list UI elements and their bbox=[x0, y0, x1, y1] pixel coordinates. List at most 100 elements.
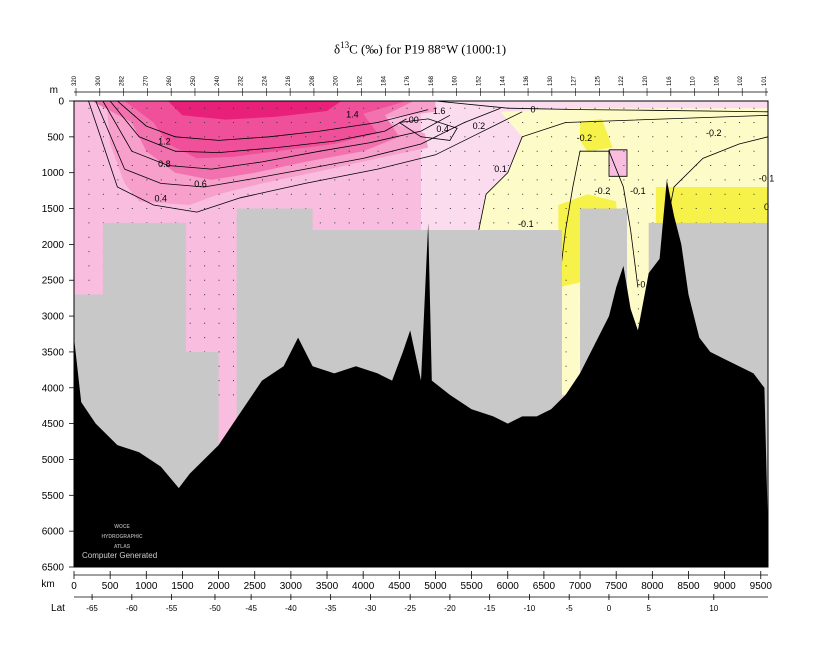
contour-label: 0.1 bbox=[494, 164, 507, 174]
y-tick-label: 2000 bbox=[42, 240, 65, 251]
plot-frame bbox=[73, 100, 769, 568]
x-tick-label: 0 bbox=[71, 581, 77, 592]
x-tick-label: 2500 bbox=[244, 581, 267, 592]
field-0-2-eq bbox=[609, 149, 627, 177]
x-tick-label: 9000 bbox=[714, 581, 737, 592]
station-label: 270 bbox=[143, 75, 149, 86]
x-tick-label: 3500 bbox=[316, 581, 339, 592]
lat-tick-label: -20 bbox=[444, 604, 456, 613]
station-label: 102 bbox=[738, 75, 744, 86]
contour-label: 1.4 bbox=[346, 109, 359, 119]
contour-line-1 bbox=[109, 101, 407, 154]
x-tick-label: 2000 bbox=[207, 581, 230, 592]
contour-line-3 bbox=[95, 101, 501, 188]
contour-label: 0.2 bbox=[473, 121, 486, 131]
x-tick-label: 3000 bbox=[280, 581, 303, 592]
station-label: 320 bbox=[72, 75, 78, 86]
latitude-axis: Lat -65 -60 -55 -50 -45 -40 -35 -30 -25 -20 -15 -10-… bbox=[51, 594, 768, 614]
y-tick-label: 6500 bbox=[42, 563, 65, 574]
lat-tick-label: -30 bbox=[365, 604, 377, 613]
contour-line-6 bbox=[478, 114, 768, 231]
lat-tick-label: -10 bbox=[524, 604, 536, 613]
station-label: 127 bbox=[572, 75, 578, 86]
lat-tick-label: -15 bbox=[484, 604, 496, 613]
x-tick-label: 9500 bbox=[750, 581, 773, 592]
logo-text: WOCE bbox=[114, 524, 130, 530]
station-label: 250 bbox=[191, 75, 197, 86]
contour-label: 0.8 bbox=[158, 159, 171, 169]
station-label: 116 bbox=[667, 76, 673, 86]
lat-axis-label: Lat bbox=[51, 603, 65, 614]
contour-label: 00 bbox=[409, 115, 419, 125]
logo-text: HYDROGRAPHIC bbox=[101, 534, 143, 540]
contour-line-4 bbox=[88, 101, 523, 213]
x-tick-label: 1500 bbox=[171, 581, 194, 592]
lat-tick-label: -55 bbox=[166, 604, 178, 613]
x-tick-label: 7000 bbox=[569, 581, 592, 592]
contour-line-9 bbox=[608, 149, 628, 177]
lat-tick-label: -35 bbox=[325, 604, 337, 613]
station-label: 192 bbox=[358, 75, 364, 86]
contour-label: 0.6 bbox=[194, 179, 207, 189]
station-label: 300 bbox=[96, 75, 102, 86]
contour-label: 1.2 bbox=[158, 137, 171, 147]
station-label: 152 bbox=[476, 75, 482, 86]
contour-label: -0.1 bbox=[630, 186, 646, 196]
contour-label: -0.2 bbox=[577, 133, 593, 143]
contour-label: 0 bbox=[764, 202, 769, 212]
station-label: 101 bbox=[762, 75, 768, 86]
station-label: 240 bbox=[215, 75, 221, 86]
contour-label: 0.4 bbox=[154, 193, 167, 203]
x-tick-label: 7500 bbox=[605, 581, 628, 592]
station-label: 208 bbox=[310, 75, 316, 86]
contour-line-10 bbox=[435, 101, 768, 113]
logo-text: ATLAS bbox=[114, 544, 131, 550]
depth-axis: m0 500 1000 1500 2000 2500 3000 3500 4000 4500 500… bbox=[42, 85, 74, 574]
contour-lines bbox=[88, 101, 768, 288]
lat-tick-label: -25 bbox=[404, 604, 416, 613]
station-label: 282 bbox=[120, 75, 126, 86]
lat-tick-label: 0 bbox=[607, 604, 612, 613]
contour-line-5 bbox=[399, 118, 458, 141]
logo-caption: Computer Generated bbox=[82, 551, 157, 560]
y-tick-label: 3000 bbox=[42, 312, 65, 323]
contour-label: 1.6 bbox=[433, 106, 446, 116]
station-label: 232 bbox=[239, 75, 245, 86]
contour-label: -0.2 bbox=[595, 186, 611, 196]
x-tick-label: 500 bbox=[102, 581, 119, 592]
station-label: 260 bbox=[167, 75, 173, 86]
y-tick-label: 1000 bbox=[42, 168, 65, 179]
lat-tick-label: -65 bbox=[86, 604, 98, 613]
contour-line-7 bbox=[558, 150, 639, 288]
x-tick-label: 6500 bbox=[533, 581, 556, 592]
x-tick-label: 4000 bbox=[352, 581, 375, 592]
y-tick-label: 4500 bbox=[42, 419, 65, 430]
x-tick-label: 6000 bbox=[497, 581, 520, 592]
y-tick-label: 6000 bbox=[42, 527, 65, 538]
y-tick-label: 0 bbox=[58, 97, 64, 108]
x-tick-label: 4500 bbox=[388, 581, 411, 592]
station-label: 184 bbox=[381, 75, 387, 86]
y-tick-label: 5500 bbox=[42, 491, 65, 502]
y-tick-label: 500 bbox=[47, 132, 64, 143]
x-tick-label: 5500 bbox=[460, 581, 483, 592]
contour-label: -0.1 bbox=[637, 279, 653, 289]
y-tick-label: 5000 bbox=[42, 455, 65, 466]
x-tick-label: 8500 bbox=[677, 581, 700, 592]
station-label: 176 bbox=[405, 75, 411, 86]
lat-tick-label: -60 bbox=[126, 604, 138, 613]
contour-line-2 bbox=[102, 101, 451, 170]
station-label: 136 bbox=[524, 75, 530, 86]
station-label: 224 bbox=[262, 75, 268, 86]
bottom-topography bbox=[74, 179, 768, 567]
station-label: 130 bbox=[548, 75, 554, 86]
station-label: 110 bbox=[691, 76, 697, 86]
y-axis-unit: m bbox=[50, 85, 58, 96]
lat-tick-label: 10 bbox=[709, 604, 718, 613]
station-label: 144 bbox=[500, 75, 506, 86]
field-neg2-a bbox=[580, 118, 613, 152]
contour-label: -0.1 bbox=[518, 219, 534, 229]
station-ticks: 320 300 282 270 260 250 240 232 224 216 208 200 192 1… bbox=[72, 75, 768, 96]
